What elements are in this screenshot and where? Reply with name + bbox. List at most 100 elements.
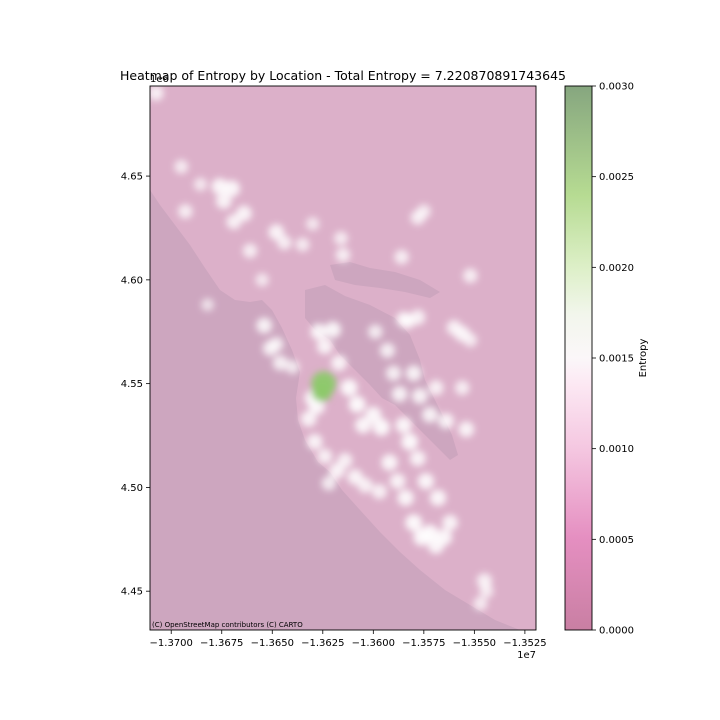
hotspot-9 (242, 243, 258, 259)
hotspot-8 (236, 205, 252, 222)
hotspot-66 (308, 398, 325, 415)
hotspot-48 (379, 342, 396, 359)
colorbar-gradient (564, 85, 593, 631)
y-tick-label: 4.65 (121, 172, 143, 183)
x-tick-label: −1.3625 (301, 638, 344, 649)
hotspot-30 (365, 406, 382, 423)
colorbar-label: Entropy (638, 338, 649, 377)
axes-frame (149, 85, 537, 631)
hotspot-28 (348, 395, 366, 413)
x-tick-label: −1.3675 (200, 638, 243, 649)
hotspot-24 (316, 338, 333, 355)
hotspot-35 (405, 514, 423, 532)
hotspot-14 (333, 231, 348, 246)
hotspot-31 (372, 418, 390, 436)
hotspot-21 (285, 360, 300, 375)
ocean-area (150, 86, 520, 630)
hotspot-44 (401, 433, 419, 451)
hotspot-54 (438, 413, 454, 429)
north-bay-area (330, 262, 440, 298)
hotspot-67 (300, 411, 317, 427)
hotspot-82 (479, 584, 494, 599)
bay-area (305, 285, 458, 460)
hotspot-57 (463, 333, 478, 348)
hotspot-26 (331, 354, 347, 371)
colorbar-tick-label: 0.0005 (599, 535, 634, 546)
x-offset-label: 1e7 (517, 650, 536, 661)
hotspot-77 (311, 381, 332, 402)
hotspot-50 (405, 365, 422, 382)
hotspot-41 (429, 489, 447, 506)
hotspot-13 (305, 217, 320, 231)
colorbar-tick-label: 0.0025 (599, 172, 634, 183)
hotspot-6 (223, 180, 241, 197)
y-tick-label: 4.45 (121, 587, 143, 598)
hotspot-29 (355, 416, 372, 434)
hotspot-64 (410, 309, 426, 325)
y-offset-label: 1e6 (150, 74, 169, 85)
hotspot-1 (174, 159, 189, 174)
hotspot-81 (473, 596, 488, 611)
hotspot-33 (389, 473, 406, 490)
hotspot-2 (178, 204, 193, 219)
chart-title: Heatmap of Entropy by Location - Total E… (120, 68, 566, 83)
hotspot-10 (268, 224, 285, 241)
hotspot-47 (385, 365, 402, 381)
hotspot-52 (422, 406, 438, 423)
hotspot-17 (256, 317, 273, 334)
hotspot-37 (421, 524, 439, 542)
hotspot-15 (335, 247, 351, 263)
hotspot-20 (272, 355, 288, 371)
colorbar-tick-label: 0.0000 (599, 626, 634, 637)
hotspot-68 (306, 433, 323, 450)
hotspots-layer (150, 86, 494, 611)
colorbar-tick-label: 0.0010 (599, 444, 634, 455)
y-tick-label: 4.50 (121, 483, 143, 494)
hotspot-16 (201, 298, 214, 312)
hotspot-32 (381, 454, 398, 471)
hotspot-74 (371, 483, 387, 500)
hotspot-51 (411, 388, 428, 404)
hotspot-40 (442, 514, 459, 531)
colorbar-tick-label: 0.0030 (599, 82, 634, 93)
colorbar-tick-label: 0.0015 (599, 354, 634, 365)
x-tick-label: −1.3700 (150, 638, 193, 649)
hotspot-70 (329, 462, 345, 479)
hotspot-45 (395, 416, 412, 434)
y-tick-label: 4.60 (121, 275, 143, 286)
hotspot-27 (340, 379, 358, 397)
hotspot-46 (391, 386, 408, 402)
hotspot-63 (396, 311, 412, 327)
hotspot-62 (416, 204, 431, 219)
hotspot-58 (463, 268, 478, 284)
x-axis: −1.3700 −1.3675 −1.3650 −1.3625 −1.3600 −1.35… (150, 630, 547, 649)
hotspot-79 (454, 380, 470, 396)
colorbar-ticks: 0.0000 0.0005 0.0010 0.0015 0.0020 0.0025 0.00… (592, 82, 634, 637)
x-tick-label: −1.3550 (453, 638, 496, 649)
hotspot-78 (458, 421, 475, 438)
hotspot-71 (337, 452, 353, 469)
hotspot-3 (193, 177, 208, 192)
hotspot-12 (295, 237, 310, 252)
hotspot-39 (435, 529, 453, 546)
y-axis: 4.45 4.50 4.55 4.60 4.65 (121, 172, 150, 598)
hotspot-69 (317, 448, 333, 464)
hotspot-73 (357, 477, 373, 493)
hotspot-0 (150, 86, 164, 101)
x-tick-label: −1.3575 (402, 638, 445, 649)
hotspot-53 (428, 380, 444, 396)
hotspot-5 (215, 193, 232, 209)
x-tick-label: −1.3650 (251, 638, 294, 649)
plot-area (150, 86, 536, 630)
hotspot-49 (368, 324, 383, 340)
colorbar: 0.0000 0.0005 0.0010 0.0015 0.0020 0.0025 0.00… (564, 82, 649, 637)
hotspot-34 (397, 489, 414, 506)
hotspot-43 (409, 450, 426, 467)
hotspot-4 (211, 178, 228, 195)
y-tick-label: 4.55 (121, 379, 143, 390)
hotspot-75 (321, 475, 337, 491)
hotspot-19 (269, 336, 284, 352)
hotspot-11 (277, 235, 292, 250)
hotspot-42 (417, 472, 435, 490)
